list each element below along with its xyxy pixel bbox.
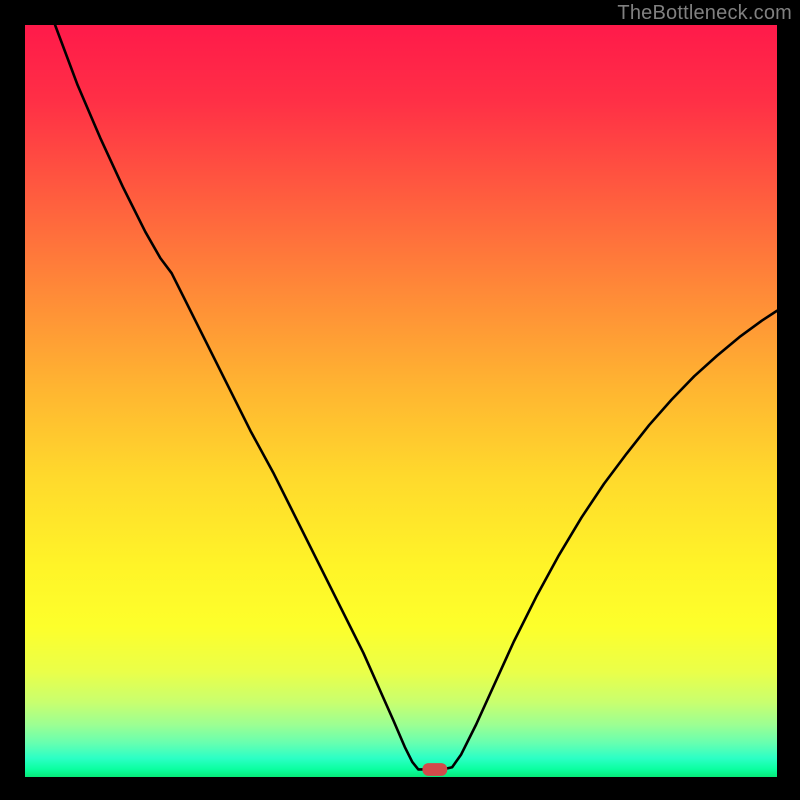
chart-container: TheBottleneck.com <box>0 0 800 800</box>
bottleneck-chart <box>0 0 800 800</box>
minimum-marker <box>422 763 447 776</box>
plot-background <box>25 25 777 777</box>
watermark-text: TheBottleneck.com <box>617 2 792 25</box>
